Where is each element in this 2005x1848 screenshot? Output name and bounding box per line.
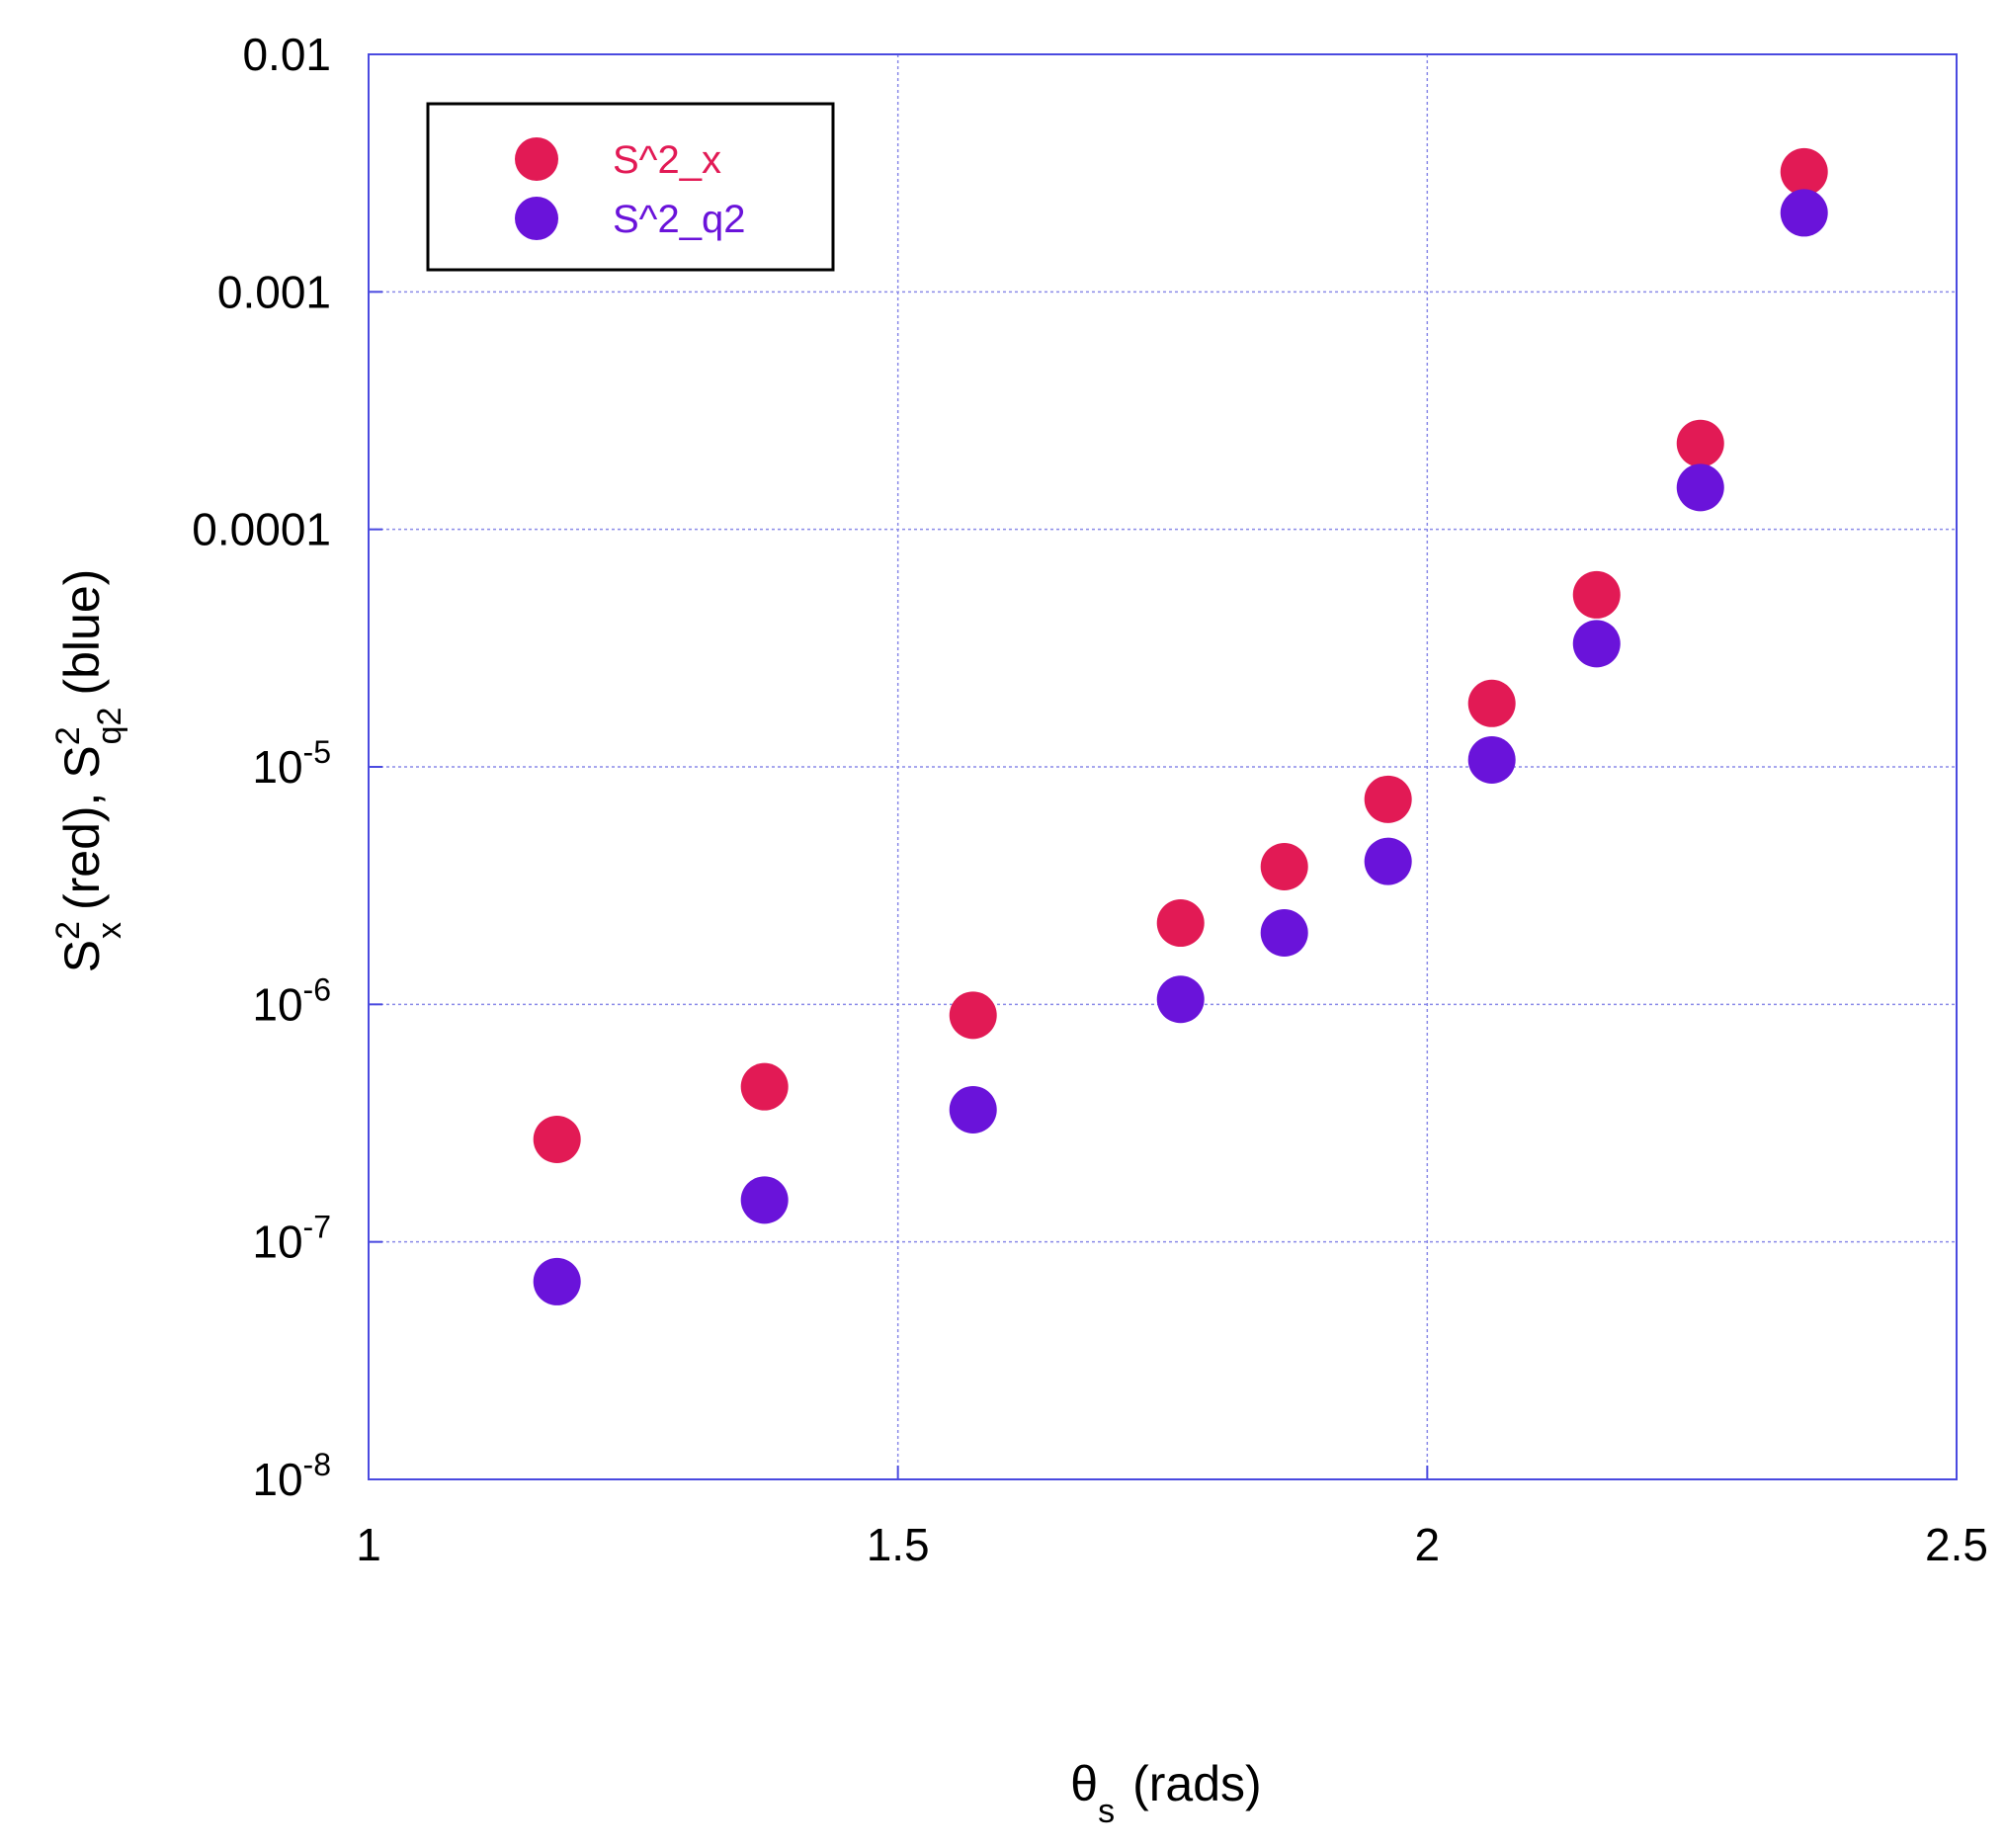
data-point-s2x bbox=[1156, 899, 1205, 948]
axis-ticks: 1 1.5 2 2.5 0.01 0.001 0.0001 10-5 10-6 10-7 10-8 bbox=[192, 29, 1988, 1570]
data-point-s2x bbox=[949, 991, 997, 1040]
y-tick-label: 0.01 bbox=[242, 29, 331, 80]
grid bbox=[369, 54, 1957, 1479]
legend-label: S^2_x bbox=[613, 138, 721, 182]
data-point-s2x bbox=[1364, 775, 1412, 823]
y-tick-label: 10-6 bbox=[252, 971, 331, 1030]
data-point-s2q2 bbox=[1572, 620, 1621, 668]
data-point-s2q2 bbox=[1260, 908, 1308, 957]
x-tick-label: 1 bbox=[356, 1519, 381, 1570]
data-point-s2x bbox=[1260, 842, 1308, 890]
legend-marker bbox=[515, 197, 558, 240]
y-tick-label: 0.001 bbox=[217, 266, 331, 317]
data-point-s2q2 bbox=[740, 1176, 789, 1224]
y-tick-label: 10-5 bbox=[252, 734, 331, 793]
x-tick-label: 2.5 bbox=[1925, 1519, 1988, 1570]
x-tick-label: 2 bbox=[1415, 1519, 1441, 1570]
data-point-s2x bbox=[1572, 570, 1621, 619]
legend-box bbox=[426, 102, 835, 272]
data-point-s2q2 bbox=[1156, 975, 1205, 1024]
legend-label: S^2_q2 bbox=[613, 198, 745, 241]
data-points bbox=[533, 147, 1828, 1305]
data-point-s2q2 bbox=[1780, 189, 1828, 237]
data-point-s2q2 bbox=[1364, 837, 1412, 885]
y-tick-label: 0.0001 bbox=[192, 504, 331, 555]
y-tick-label: 10-8 bbox=[252, 1447, 331, 1505]
data-point-s2q2 bbox=[949, 1085, 997, 1134]
data-point-s2q2 bbox=[1467, 735, 1516, 784]
data-point-s2q2 bbox=[533, 1257, 581, 1305]
data-point-s2x bbox=[1780, 147, 1828, 196]
data-point-s2x bbox=[1676, 419, 1724, 467]
legend-marker bbox=[515, 137, 558, 181]
y-tick-label: 10-7 bbox=[252, 1210, 331, 1268]
data-point-s2x bbox=[1467, 679, 1516, 727]
data-point-s2x bbox=[533, 1115, 581, 1163]
x-tick-label: 1.5 bbox=[867, 1519, 930, 1570]
data-point-s2x bbox=[740, 1062, 789, 1111]
y-axis-label: S2 x(red), S2 q2(blue) bbox=[49, 569, 128, 973]
x-axis-label: θs (rads) bbox=[1070, 1756, 1261, 1830]
data-point-s2q2 bbox=[1676, 463, 1724, 512]
legend: S^2_x S^2_q2 bbox=[426, 102, 835, 272]
